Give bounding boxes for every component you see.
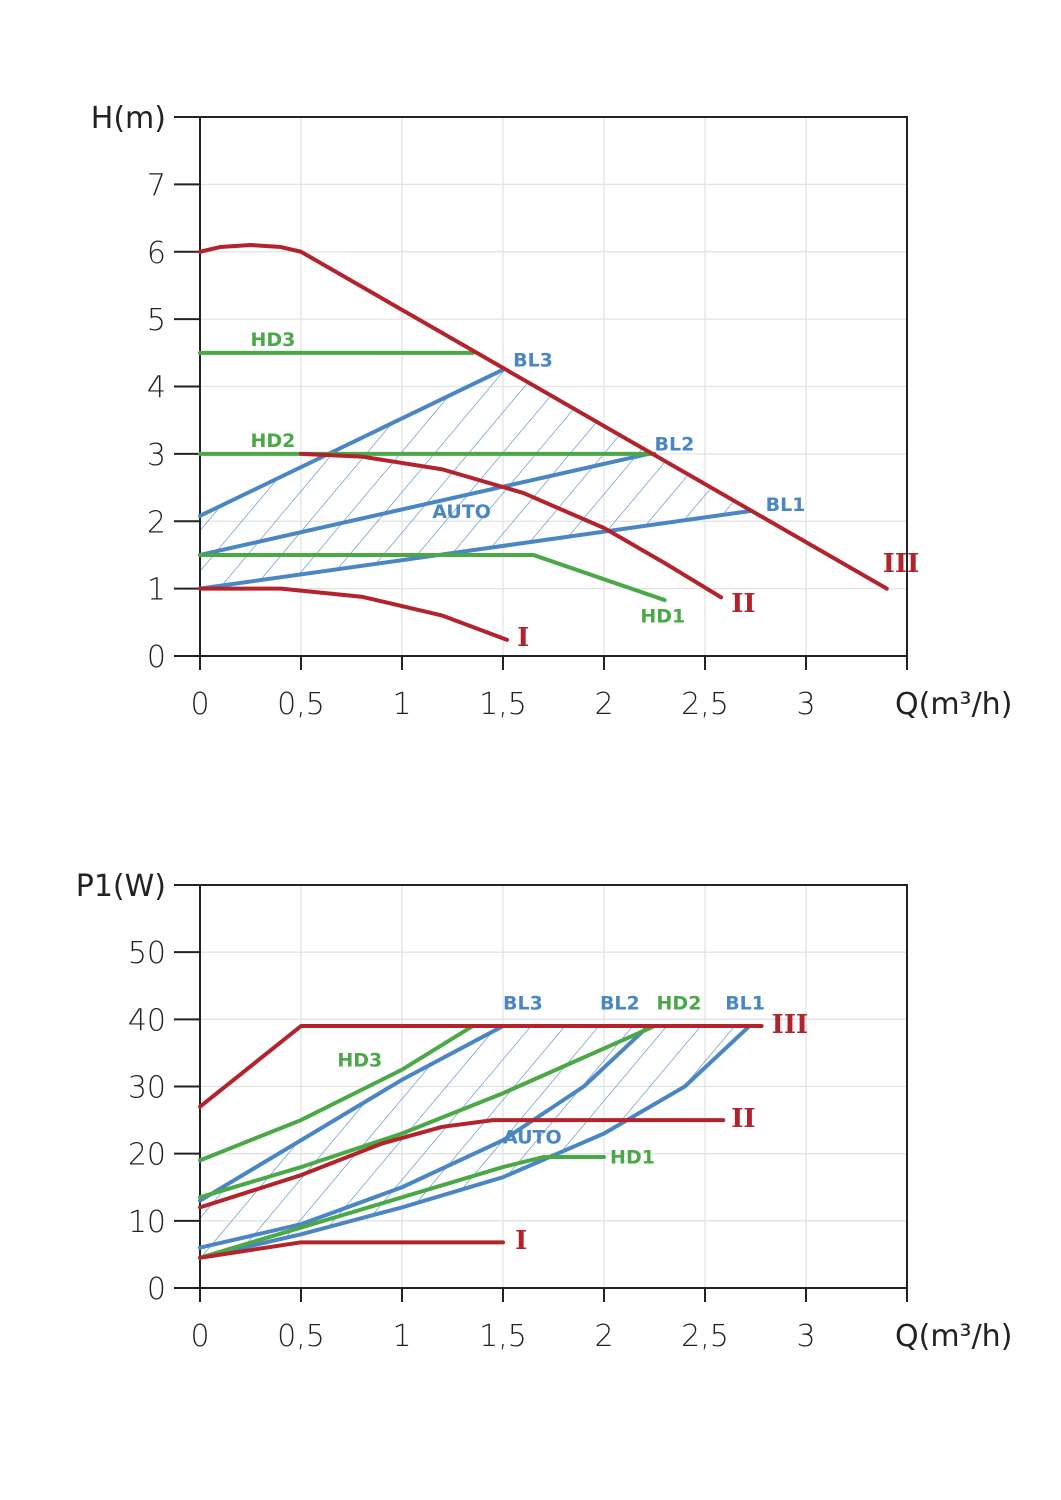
y-tick-label: 7 — [147, 168, 166, 203]
y-axis-label: H(m) — [91, 101, 166, 136]
series-i-line — [198, 1240, 505, 1260]
series-bl3-label: BL3 — [503, 992, 543, 1014]
series-bl1-label: BL1 — [725, 992, 765, 1014]
auto-label: AUTO — [503, 1127, 562, 1149]
series-bl1-line — [198, 509, 752, 591]
series-i-label: I — [517, 623, 529, 653]
plot-frame — [200, 884, 908, 1288]
series-iii-label: III — [883, 549, 920, 579]
y-axis-label: P1(W) — [76, 869, 166, 904]
x-tick-label: 0 — [190, 687, 209, 722]
series-bl1-line — [198, 1024, 752, 1260]
y-tick-label: 1 — [147, 573, 166, 608]
y-tick-label: 4 — [147, 371, 166, 406]
series-bl2-label: BL2 — [655, 434, 695, 456]
series-bl3-line — [198, 1024, 505, 1203]
series-hd1-line — [198, 1155, 606, 1260]
auto-label: AUTO — [432, 501, 491, 523]
x-tick-label: 2,5 — [681, 687, 729, 722]
head-flow-chart: 0 0,5 1 1,5 2 2,5 301234567H(m)Q(m³/h)IIIIIIHD… — [91, 101, 1013, 722]
y-tick-label: 30 — [128, 1071, 166, 1106]
x-tick-label: 1 — [392, 687, 411, 722]
y-tick-label: 40 — [128, 1003, 166, 1038]
series-hd1-line — [198, 552, 667, 603]
series-bl3-line — [198, 367, 505, 518]
series-iii-label: III — [772, 1010, 809, 1040]
series-hd3-label: HD3 — [337, 1049, 382, 1071]
x-tick-label: 3 — [796, 1319, 815, 1354]
series-bl2-line — [198, 1024, 651, 1250]
series-ii-line — [299, 451, 724, 600]
y-tick-label: 6 — [147, 236, 166, 271]
series-hd3-line — [198, 1024, 475, 1163]
y-tick-label: 50 — [128, 936, 166, 971]
x-tick-label: 1,5 — [479, 1319, 527, 1354]
x-tick-label: 2,5 — [681, 1319, 729, 1354]
x-tick-label: 0 — [190, 1319, 209, 1354]
series-ii-line — [198, 1118, 726, 1210]
x-tick-label: 2 — [594, 687, 613, 722]
x-axis-label: Q(m³/h) — [895, 687, 1012, 722]
series-hd2-label: HD2 — [657, 992, 702, 1014]
y-tick-label: 10 — [128, 1205, 166, 1240]
y-tick-label: 0 — [147, 1272, 166, 1307]
y-tick-label: 3 — [147, 438, 166, 473]
series-hd1-label: HD1 — [610, 1147, 655, 1169]
y-tick-label: 2 — [147, 505, 166, 540]
series-hd2-line — [198, 1024, 657, 1200]
series-bl3-label: BL3 — [513, 349, 553, 371]
plot-frame — [200, 116, 908, 656]
series-bl2-line — [198, 451, 651, 557]
y-tick-label: 5 — [147, 303, 166, 338]
x-tick-label: 0,5 — [277, 687, 325, 722]
x-axis-label: Q(m³/h) — [895, 1319, 1012, 1354]
series-iii-line — [198, 243, 889, 591]
y-tick-label: 20 — [128, 1138, 166, 1173]
x-tick-label: 2 — [594, 1319, 613, 1354]
series-iii-line — [198, 1024, 764, 1109]
series-i-label: I — [515, 1226, 527, 1256]
x-tick-label: 1 — [392, 1319, 411, 1354]
x-tick-label: 3 — [796, 687, 815, 722]
x-tick-label: 1,5 — [479, 687, 527, 722]
series-bl1-label: BL1 — [766, 494, 806, 516]
power-flow-chart: 0 0,5 1 1,5 2 2,5 301020304050P1(W)Q(m³/h)IIII… — [76, 869, 1013, 1354]
y-tick-label: 0 — [147, 640, 166, 675]
series-ii-label: II — [731, 589, 755, 619]
series-hd3-label: HD3 — [251, 329, 296, 351]
series-bl2-label: BL2 — [600, 992, 640, 1014]
series-ii-label: II — [731, 1104, 755, 1134]
auto-hatched-region — [200, 1026, 750, 1258]
series-i-line — [198, 586, 510, 642]
x-tick-label: 0,5 — [277, 1319, 325, 1354]
series-hd1-label: HD1 — [640, 605, 685, 627]
series-hd2-label: HD2 — [251, 430, 296, 452]
